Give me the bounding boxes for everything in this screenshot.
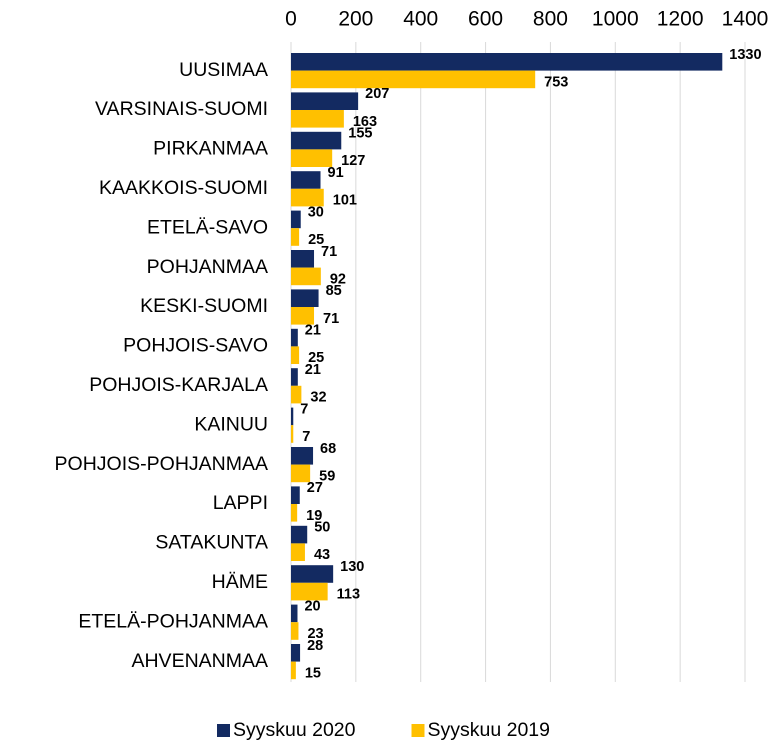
data-label: 71 — [323, 311, 339, 327]
data-label: 91 — [328, 165, 344, 181]
bar — [291, 131, 342, 150]
data-label: 130 — [340, 559, 364, 575]
data-label: 163 — [353, 114, 377, 130]
data-label: 101 — [333, 193, 357, 209]
bar — [291, 70, 536, 89]
y-tick-label: POHJANMAA — [147, 256, 268, 278]
bar — [291, 53, 723, 71]
bar — [291, 228, 300, 246]
data-label: 113 — [337, 587, 360, 603]
y-tick-label: AHVENANMAA — [131, 650, 268, 672]
y-tick-label: LAPPI — [213, 492, 268, 514]
bar — [291, 486, 300, 504]
data-label: 71 — [321, 244, 337, 260]
data-label: 7 — [302, 429, 310, 445]
x-tick-label: 400 — [403, 8, 438, 31]
bar — [291, 464, 311, 483]
x-tick-label: 1200 — [657, 8, 704, 31]
bar — [291, 504, 298, 522]
legend-swatch — [411, 724, 425, 737]
y-tick-label: KAAKKOIS-SUOMI — [99, 177, 268, 199]
data-label: 127 — [341, 153, 365, 169]
bar — [291, 385, 302, 404]
bar — [291, 289, 319, 307]
legend-label: Syyskuu 2019 — [428, 719, 551, 741]
data-label: 85 — [326, 283, 342, 299]
data-label: 23 — [307, 626, 323, 642]
data-label: 21 — [305, 323, 321, 339]
bar — [291, 622, 299, 640]
bar — [291, 328, 298, 347]
y-tick-label: PIRKANMAA — [153, 138, 268, 160]
data-label: 155 — [348, 126, 372, 142]
data-label: 32 — [310, 390, 326, 406]
data-label: 25 — [308, 232, 324, 248]
y-tick-label: UUSIMAA — [179, 59, 268, 81]
bar — [291, 447, 314, 465]
y-tick-label: KESKI-SUOMI — [140, 295, 268, 317]
bar — [291, 188, 324, 207]
data-label: 50 — [314, 520, 330, 536]
bar — [291, 346, 300, 364]
bar — [291, 525, 308, 544]
bar — [291, 543, 305, 561]
data-label: 1330 — [729, 47, 761, 63]
data-label: 68 — [320, 441, 336, 457]
data-label: 43 — [314, 547, 330, 563]
y-tick-label: ETELÄ-POHJANMAA — [78, 610, 268, 632]
bar — [291, 110, 344, 128]
bar — [291, 425, 294, 443]
data-label: 15 — [305, 665, 321, 681]
bar — [291, 661, 296, 680]
data-label: 59 — [319, 468, 335, 484]
y-tick-label: POHJOIS-SAVO — [123, 335, 268, 357]
bar — [291, 250, 315, 268]
x-tick-label: 200 — [338, 8, 373, 31]
data-label: 28 — [307, 638, 323, 654]
x-tick-label: 0 — [285, 8, 297, 31]
data-label: 753 — [544, 74, 568, 90]
x-tick-label: 1400 — [722, 8, 769, 31]
bar — [291, 604, 298, 623]
bar — [291, 149, 333, 167]
x-tick-label: 600 — [468, 8, 503, 31]
x-tick-label: 1000 — [592, 8, 639, 31]
legend-label: Syyskuu 2020 — [233, 719, 356, 741]
bar — [291, 307, 315, 325]
y-tick-label: POHJOIS-POHJANMAA — [55, 453, 268, 475]
bar — [291, 171, 321, 189]
data-label: 25 — [308, 350, 324, 366]
x-tick-label: 800 — [533, 8, 568, 31]
data-label: 207 — [365, 86, 389, 102]
y-tick-label: ETELÄ-SAVO — [147, 216, 268, 238]
data-label: 27 — [307, 480, 323, 496]
y-tick-label: KAINUU — [194, 413, 268, 435]
bar — [291, 407, 294, 426]
legend-swatch — [217, 724, 230, 737]
data-label: 20 — [304, 598, 320, 614]
data-label: 21 — [305, 362, 321, 378]
data-label: 30 — [308, 204, 324, 220]
data-label: 7 — [300, 401, 308, 417]
bar — [291, 210, 301, 229]
bar — [291, 582, 328, 601]
data-label: 19 — [306, 508, 322, 524]
bar — [291, 92, 359, 110]
y-tick-label: POHJOIS-KARJALA — [89, 374, 268, 396]
data-label: 92 — [330, 271, 346, 287]
y-tick-label: HÄME — [212, 571, 268, 593]
bar — [291, 267, 321, 286]
y-tick-label: SATAKUNTA — [155, 532, 268, 554]
bar — [291, 565, 334, 583]
bar — [291, 644, 301, 662]
bar — [291, 368, 298, 386]
y-tick-label: VARSINAIS-SUOMI — [95, 98, 268, 120]
